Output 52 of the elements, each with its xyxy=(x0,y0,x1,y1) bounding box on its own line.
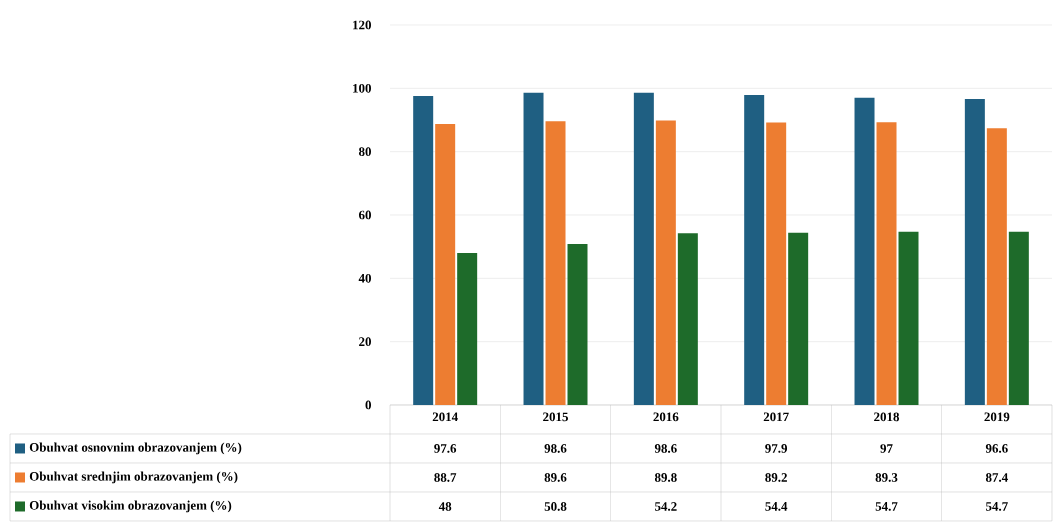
x-tick-label: 2017 xyxy=(763,412,789,422)
y-tick-label: 80 xyxy=(358,147,371,157)
bar xyxy=(964,99,985,405)
bar xyxy=(898,231,919,405)
x-tick-label: 2014 xyxy=(432,412,458,422)
bar xyxy=(854,97,875,405)
data-label: 89.3 xyxy=(875,473,898,482)
x-tick-label: 2019 xyxy=(984,412,1010,422)
y-tick-label: 120 xyxy=(353,20,371,30)
data-label: 97.9 xyxy=(765,444,788,453)
bar xyxy=(677,233,698,405)
data-label: 97.6 xyxy=(434,444,457,453)
data-label: 50.8 xyxy=(544,502,567,511)
data-label: 88.7 xyxy=(434,473,457,482)
bar xyxy=(788,232,809,405)
y-tick-label: 20 xyxy=(359,337,371,347)
data-label: 97 xyxy=(880,444,893,453)
bar xyxy=(655,120,676,405)
data-label: 98.6 xyxy=(544,444,567,453)
data-label: 54.7 xyxy=(986,502,1008,511)
x-tick-label: 2015 xyxy=(543,412,568,422)
data-label: 89.8 xyxy=(654,473,677,482)
bar xyxy=(766,122,787,405)
bar xyxy=(435,124,456,405)
bar xyxy=(1008,231,1029,405)
bar xyxy=(523,92,544,405)
y-tick-label: 100 xyxy=(353,83,371,93)
data-label: 54.7 xyxy=(875,502,898,511)
data-label: 89.6 xyxy=(544,473,567,482)
data-label: 48 xyxy=(438,502,452,511)
bar xyxy=(413,95,434,405)
bar xyxy=(744,94,765,405)
y-tick-label: 60 xyxy=(358,210,371,220)
y-tick-label: 0 xyxy=(365,400,371,410)
data-label: 96.6 xyxy=(985,444,1008,453)
x-tick-label: 2018 xyxy=(874,412,900,422)
data-label: 89.2 xyxy=(765,473,787,482)
bar xyxy=(545,121,566,405)
bar xyxy=(986,128,1007,405)
x-tick-label: 2016 xyxy=(653,412,679,422)
legend-label: Obuhvat srednjim obrazovanjem (%) xyxy=(29,471,238,484)
legend-label: Obuhvat visokim obrazovanjem (%) xyxy=(29,500,232,513)
data-label: 54.4 xyxy=(765,502,788,511)
bar xyxy=(876,122,897,405)
y-tick-label: 40 xyxy=(358,273,371,283)
bar xyxy=(633,92,654,405)
bar xyxy=(567,244,588,405)
data-label: 98.6 xyxy=(654,444,677,453)
bar xyxy=(457,252,478,405)
data-label: 87.4 xyxy=(985,473,1008,482)
data-label: 54.2 xyxy=(655,502,677,511)
legend-label: Obuhvat osnovnim obrazovanjem (%) xyxy=(29,442,242,455)
